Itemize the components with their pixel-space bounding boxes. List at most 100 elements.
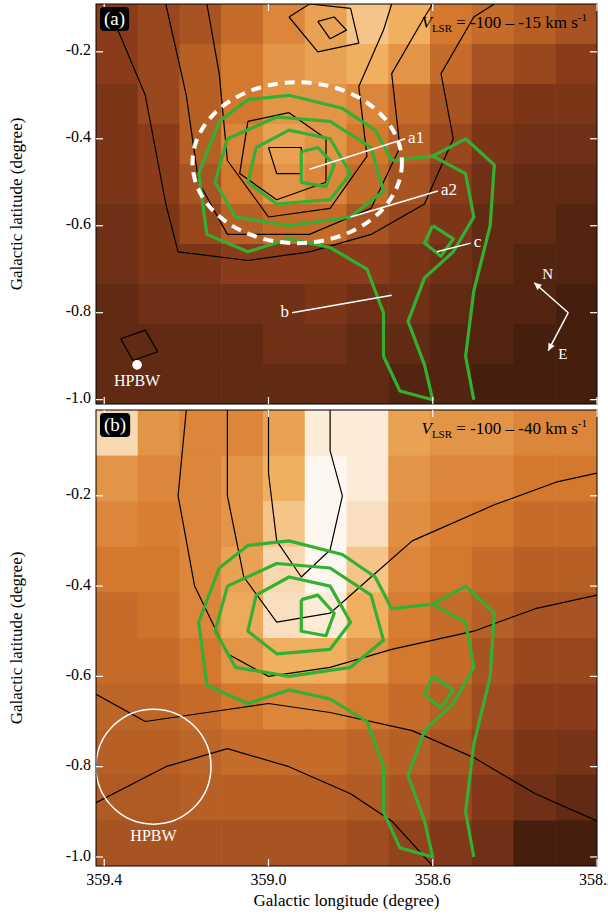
cell — [96, 410, 138, 456]
cell — [221, 284, 263, 325]
cell — [555, 547, 597, 593]
cell — [305, 364, 347, 404]
cell — [96, 204, 138, 245]
cell — [388, 547, 430, 593]
plot-area — [96, 4, 597, 404]
cell — [96, 456, 138, 502]
x-tick — [432, 397, 433, 404]
cell — [138, 684, 180, 730]
velocity-label: VLSR = -100 – -40 km s-1 — [422, 417, 588, 440]
y-tick-label: -0.8 — [66, 302, 91, 319]
cell — [138, 410, 180, 456]
cell — [305, 820, 347, 866]
cell — [305, 456, 347, 502]
contour — [227, 410, 597, 622]
cell — [430, 244, 472, 285]
contour — [289, 4, 359, 52]
cell — [221, 775, 263, 821]
x-tick-label: 358.6 — [415, 871, 451, 888]
cell — [96, 775, 138, 821]
cell — [221, 4, 263, 45]
annotation: c — [474, 232, 482, 251]
cell — [138, 456, 180, 502]
cell — [263, 592, 305, 638]
contour — [96, 694, 597, 821]
cell — [96, 244, 138, 285]
contour — [121, 330, 158, 360]
cell — [180, 364, 222, 404]
cell — [514, 164, 556, 205]
x-tick — [104, 859, 105, 866]
contour — [199, 541, 474, 857]
cell — [555, 324, 597, 365]
y-tick-label: -0.4 — [66, 128, 91, 145]
cell — [180, 284, 222, 325]
annotation: b — [281, 302, 290, 321]
cell — [472, 44, 514, 85]
y-tick — [590, 495, 597, 496]
cell — [514, 775, 556, 821]
panel-label: (a) — [104, 8, 125, 30]
cell — [96, 164, 138, 205]
cell — [263, 638, 305, 684]
cell — [305, 501, 347, 547]
cell — [472, 456, 514, 502]
cell — [138, 547, 180, 593]
cell — [221, 164, 263, 205]
cell — [138, 501, 180, 547]
cell — [263, 284, 305, 325]
plot-area — [96, 410, 597, 866]
contour — [425, 676, 454, 708]
beam-label: HPBW — [114, 372, 161, 389]
region-circle — [193, 82, 402, 243]
frame — [96, 410, 597, 866]
cell — [180, 820, 222, 866]
panel-label: (b) — [104, 414, 126, 436]
cell — [138, 204, 180, 245]
cell — [305, 244, 347, 285]
cell — [138, 592, 180, 638]
cell — [221, 44, 263, 85]
cell — [180, 84, 222, 125]
figure: HPBWa1a2cbNE-0.2-0.4-0.6-0.8-1.0Galactic… — [0, 0, 608, 915]
x-tick-label: 358.2 — [579, 871, 608, 888]
y-tick — [590, 585, 597, 586]
x-axis-title: Galactic longitude (degree) — [254, 891, 440, 910]
annotation: a1 — [408, 128, 424, 147]
cell — [305, 410, 347, 456]
velocity-superscript: -1 — [578, 417, 587, 429]
y-axis-title: Galactic latitude (degree) — [7, 552, 26, 725]
cell — [305, 324, 347, 365]
cell — [180, 324, 222, 365]
cell — [555, 638, 597, 684]
cell — [430, 84, 472, 125]
cell — [96, 592, 138, 638]
y-tick-label: -1.0 — [66, 389, 91, 406]
cell — [555, 456, 597, 502]
cell — [555, 729, 597, 775]
cell — [138, 775, 180, 821]
cell — [96, 638, 138, 684]
cell — [514, 124, 556, 165]
cell — [96, 547, 138, 593]
cell — [555, 364, 597, 404]
cell — [347, 501, 389, 547]
y-axis-title: Galactic latitude (degree) — [7, 118, 26, 291]
velocity-text: = -100 – -15 km s — [452, 13, 578, 32]
cell — [180, 244, 222, 285]
contour — [112, 4, 494, 261]
contour — [248, 577, 351, 654]
y-tick — [96, 51, 103, 52]
cell — [263, 44, 305, 85]
y-tick — [590, 312, 597, 313]
y-tick — [96, 585, 103, 586]
y-tick — [590, 856, 597, 857]
cell — [514, 284, 556, 325]
cell — [180, 456, 222, 502]
cell — [430, 456, 472, 502]
y-tick-label: -0.4 — [66, 576, 91, 593]
cell — [472, 364, 514, 404]
frame — [96, 4, 597, 404]
x-tick-label: 359.0 — [250, 871, 286, 888]
cell — [388, 324, 430, 365]
